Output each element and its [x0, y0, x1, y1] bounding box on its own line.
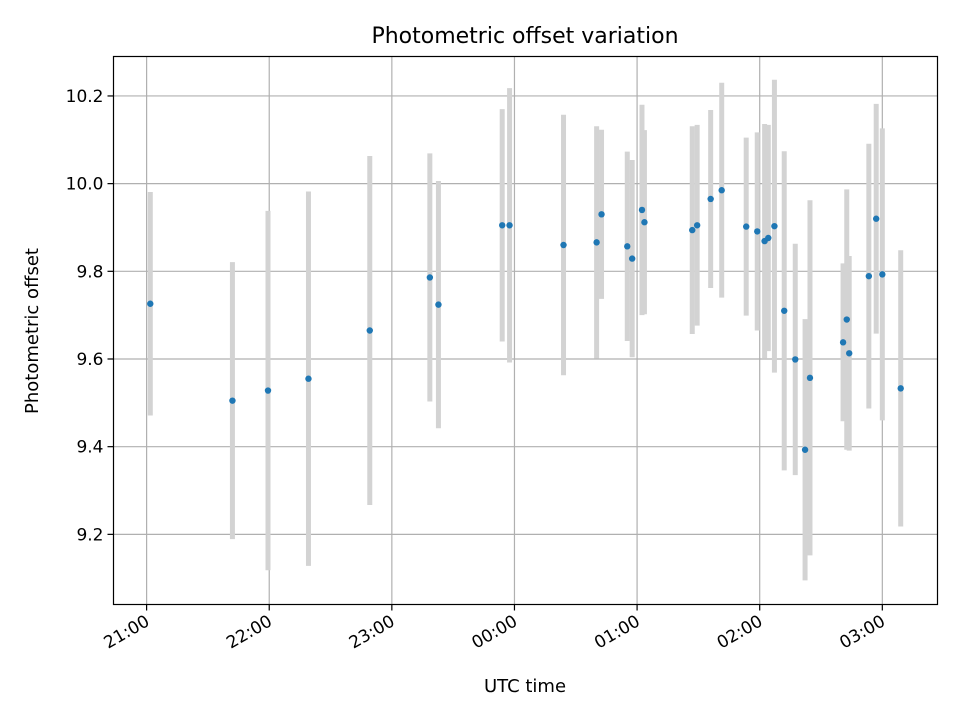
y-tick-label: 10.2 — [66, 87, 104, 107]
data-point — [846, 350, 853, 357]
y-tick-label: 9.8 — [76, 262, 103, 282]
y-axis: 9.2 9.4 9.6 9.8 10.0 10.2 — [66, 87, 114, 545]
data-point — [628, 255, 636, 262]
data-point — [865, 272, 873, 280]
data-point — [560, 241, 567, 249]
y-tick-label: 9.4 — [76, 438, 103, 458]
plot-frame — [112, 55, 939, 606]
data-point — [806, 374, 814, 382]
data-point — [499, 222, 506, 229]
data-point — [693, 222, 701, 229]
data-point — [771, 222, 778, 230]
chart-title: Photometric offset variation — [371, 24, 678, 49]
y-tick-label: 10.0 — [66, 175, 104, 195]
y-tick-label: 9.6 — [76, 350, 103, 370]
data-point — [264, 387, 272, 394]
data-point — [872, 215, 880, 222]
data-point — [801, 446, 809, 453]
data-point — [897, 385, 904, 392]
data-point — [743, 223, 750, 230]
data-point — [781, 307, 788, 314]
data-point — [506, 222, 513, 229]
data-point — [624, 243, 631, 250]
data-points — [147, 187, 904, 453]
data-point — [305, 375, 312, 382]
data-point — [718, 187, 725, 194]
data-point — [792, 356, 799, 363]
y-tick-label: 9.2 — [76, 525, 103, 545]
data-point — [879, 271, 886, 278]
x-axis-label: UTC time — [484, 676, 566, 697]
data-point — [638, 206, 646, 214]
data-point — [689, 226, 696, 234]
data-point — [839, 339, 847, 346]
data-point — [707, 195, 714, 203]
data-point — [426, 274, 434, 281]
data-point — [598, 211, 605, 218]
data-point — [593, 239, 600, 246]
data-point — [754, 228, 761, 235]
data-point — [641, 219, 648, 226]
data-point — [366, 327, 373, 334]
data-point — [843, 316, 850, 323]
data-point — [147, 300, 154, 307]
data-point — [435, 301, 442, 308]
data-point — [765, 234, 772, 242]
data-point — [229, 397, 236, 404]
y-axis-label: Photometric offset — [22, 248, 43, 414]
